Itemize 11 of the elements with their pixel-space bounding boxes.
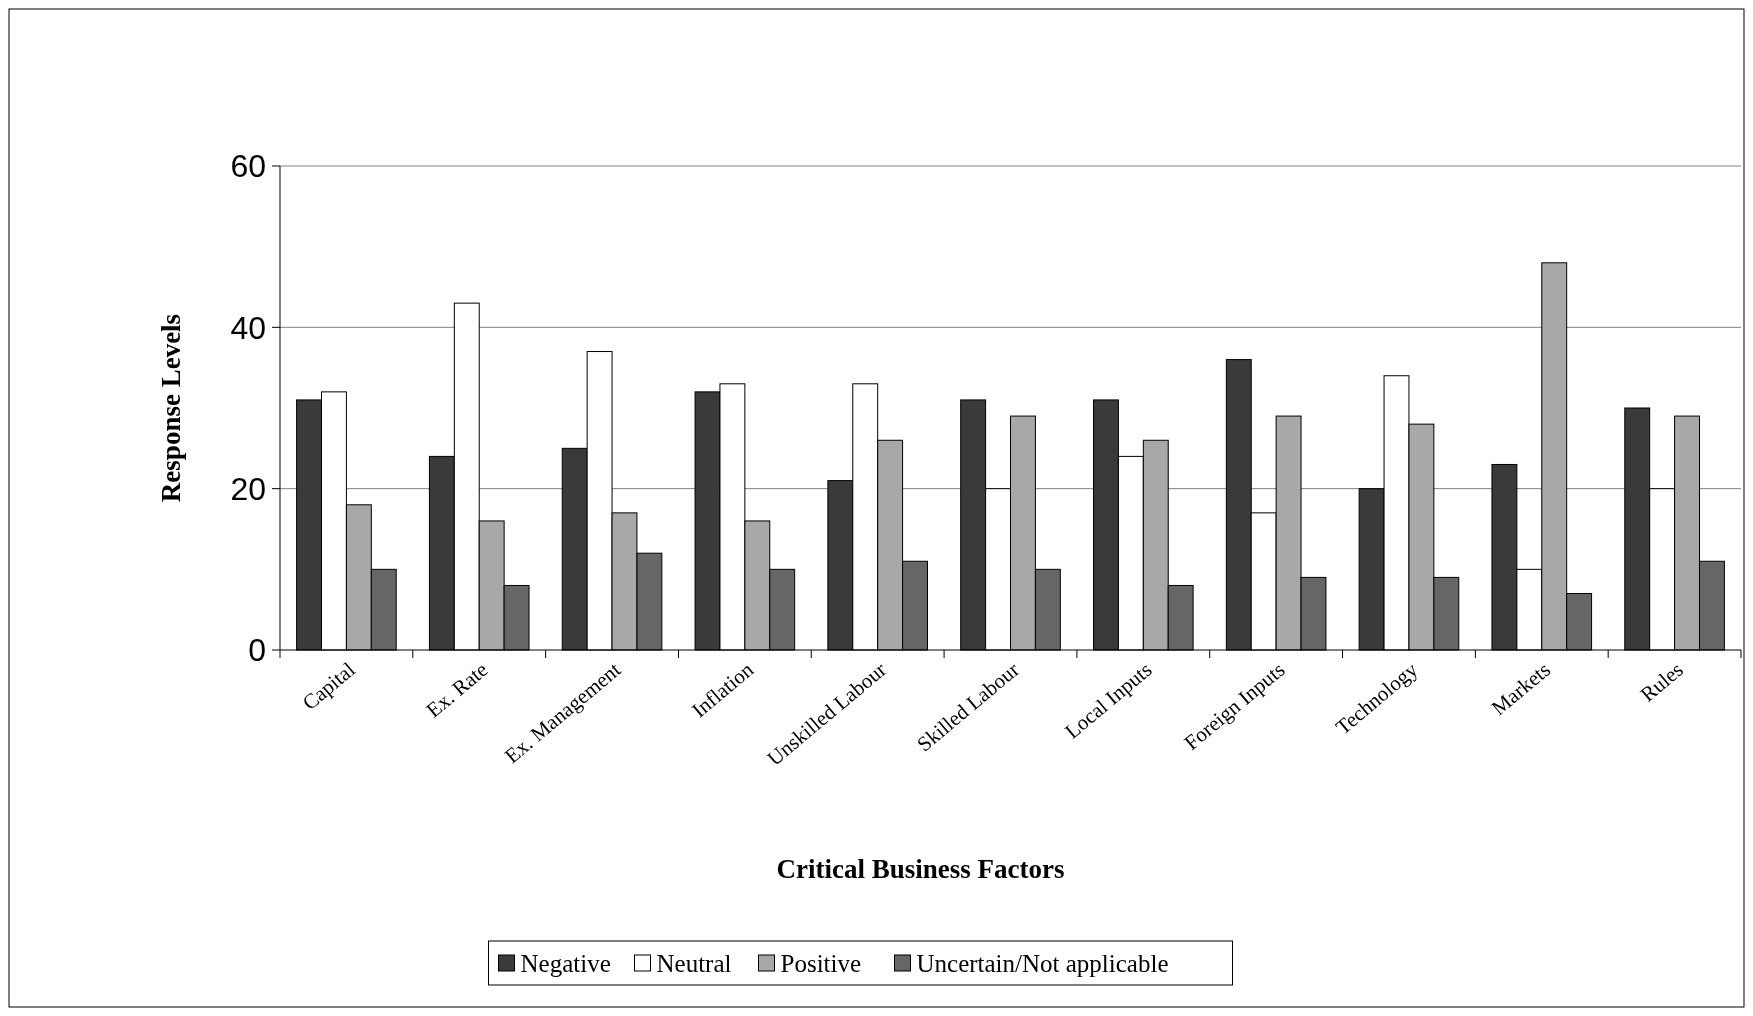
y-tick-label: 0 <box>248 632 266 669</box>
legend-label: Negative <box>520 949 611 977</box>
legend-label: Neutral <box>656 949 732 977</box>
y-axis-title: Response Levels <box>156 313 186 503</box>
legend-label: Uncertain/Not applicable <box>916 949 1169 977</box>
y-tick-label: 60 <box>230 148 266 185</box>
y-tick-label: 40 <box>230 309 266 346</box>
x-axis-title: Critical Business Factors <box>776 854 1065 884</box>
y-tick-label: 20 <box>230 470 266 507</box>
x-tick-label: Ex. Rate <box>421 657 493 723</box>
legend-label: Positive <box>780 949 862 977</box>
